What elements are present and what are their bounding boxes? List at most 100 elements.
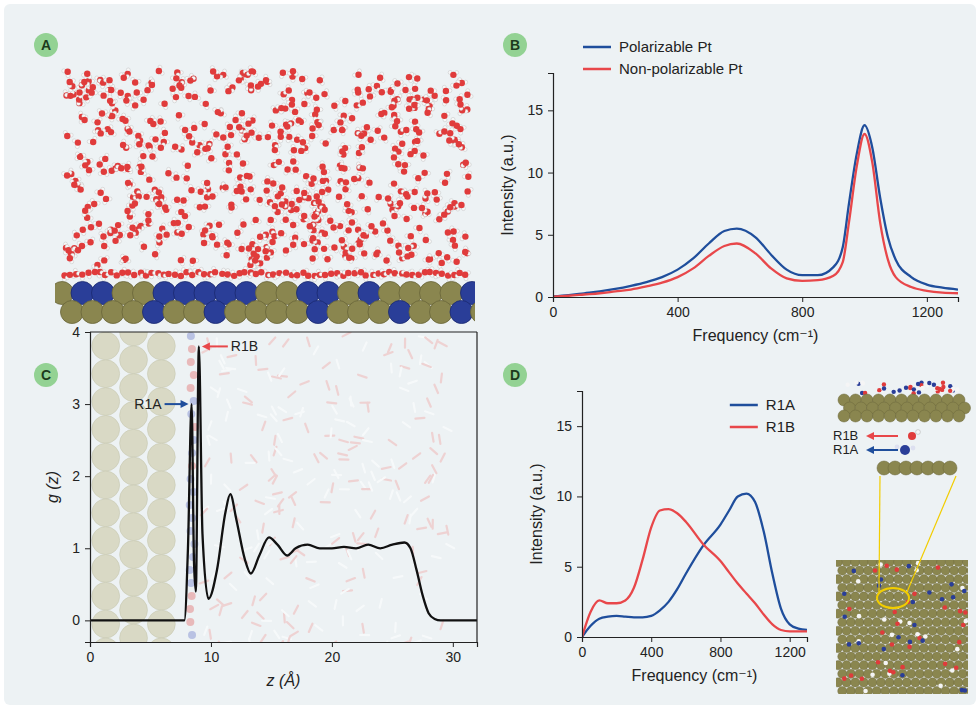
water-molecule — [331, 101, 339, 111]
water-molecule — [72, 139, 81, 149]
oxygen — [84, 71, 90, 77]
oxygen — [207, 87, 213, 93]
water-molecule — [317, 178, 327, 186]
oxygen — [77, 186, 83, 192]
oxygen — [419, 205, 425, 211]
oxygen — [464, 188, 470, 194]
oxygen — [424, 110, 430, 116]
water-molecule — [451, 257, 461, 265]
oxygen — [408, 233, 414, 239]
water-molecule — [221, 182, 229, 193]
oxygen — [286, 134, 292, 140]
water-molecule — [196, 187, 206, 195]
oxygen — [411, 243, 417, 249]
oxygen — [202, 227, 208, 233]
oxygen — [149, 153, 155, 159]
water-molecule — [201, 180, 210, 189]
oxygen — [101, 243, 107, 249]
water-molecule — [234, 229, 243, 238]
oxygen — [109, 167, 115, 173]
water-molecule — [95, 129, 105, 137]
water-molecule — [319, 186, 328, 196]
water-molecule — [291, 185, 300, 194]
water-molecule — [240, 160, 249, 169]
water-molecule — [214, 241, 223, 250]
water-molecule — [217, 134, 227, 143]
water-molecule — [348, 113, 356, 124]
oxygen — [293, 188, 299, 194]
water-molecule — [190, 258, 199, 267]
oxygen — [436, 216, 442, 222]
oxygen — [441, 211, 447, 217]
oxygen — [452, 242, 458, 248]
oxygen — [387, 89, 393, 95]
water-molecule — [444, 169, 452, 179]
water-molecule — [257, 234, 266, 243]
water-molecule — [123, 96, 132, 106]
oxygen — [204, 180, 210, 186]
water-molecule — [284, 166, 294, 175]
oxygen — [64, 69, 70, 75]
oxygen — [322, 230, 328, 236]
oxygen — [107, 98, 113, 104]
oxygen — [263, 187, 269, 193]
oxygen — [345, 227, 351, 233]
water-molecule — [115, 89, 124, 99]
water-molecule — [224, 143, 233, 153]
oxygen — [423, 237, 429, 243]
water-molecule — [312, 92, 320, 103]
oxygen — [279, 184, 285, 190]
oxygen — [424, 190, 430, 196]
oxygen — [180, 197, 186, 203]
water-molecule — [310, 233, 318, 243]
water-molecule — [299, 137, 309, 146]
water-molecule — [300, 213, 309, 222]
water-molecule — [276, 184, 286, 192]
water-molecule — [423, 254, 432, 263]
water-molecule — [88, 89, 97, 98]
water-molecule — [448, 70, 459, 78]
water-molecule — [413, 174, 422, 184]
water-molecule — [391, 151, 400, 161]
oxygen — [406, 74, 412, 80]
oxygen — [336, 194, 342, 200]
water-molecule — [92, 117, 102, 125]
oxygen — [358, 133, 364, 139]
oxygen — [367, 137, 373, 143]
oxygen — [276, 159, 282, 165]
oxygen — [265, 134, 271, 140]
oxygen — [310, 235, 316, 241]
water-molecule — [272, 144, 280, 154]
water-molecule — [67, 253, 75, 263]
oxygen — [263, 231, 269, 237]
water-molecule — [82, 208, 91, 217]
water-molecule — [251, 217, 261, 225]
oxygen — [108, 87, 114, 93]
water-molecule — [131, 100, 139, 110]
water-molecule — [273, 191, 281, 201]
oxygen — [331, 244, 337, 250]
water-molecule — [143, 217, 153, 225]
water-molecule — [274, 159, 284, 167]
oxygen — [227, 124, 233, 130]
oxygen — [450, 228, 456, 234]
oxygen — [201, 240, 207, 246]
water-molecule — [356, 144, 365, 153]
water-molecule — [356, 150, 365, 159]
oxygen — [191, 125, 197, 131]
oxygen — [252, 217, 258, 223]
water-molecule — [320, 139, 330, 147]
water-molecule — [80, 225, 89, 235]
water-molecule — [157, 116, 166, 125]
water-molecule — [182, 162, 191, 172]
oxygen — [360, 165, 366, 171]
oxygen — [112, 227, 118, 233]
water-molecule — [214, 220, 224, 228]
oxygen — [342, 98, 348, 104]
water-molecule — [400, 127, 409, 136]
oxygen — [156, 239, 162, 245]
water-molecule — [351, 175, 359, 185]
oxygen — [173, 75, 179, 81]
water-molecule — [330, 222, 338, 233]
water-molecule — [133, 89, 143, 98]
